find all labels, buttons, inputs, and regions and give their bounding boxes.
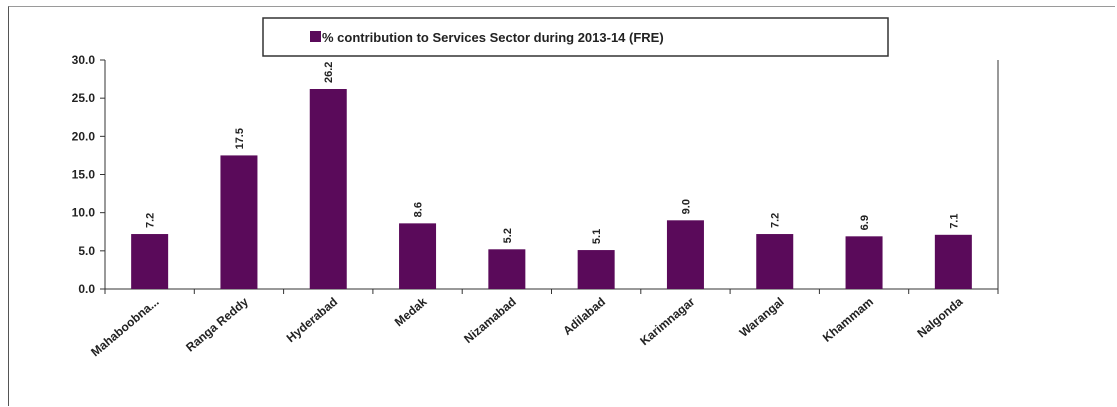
y-tick-label: 20.0 [72,129,96,143]
data-label: 7.1 [948,214,960,229]
legend: % contribution to Services Sector during… [262,17,889,57]
legend-label: % contribution to Services Sector during… [322,30,664,45]
x-category-label: Karimnagar [637,294,697,348]
bar [845,236,883,289]
x-category-label: Ranga Reddy [183,294,251,354]
x-category-label: Hyderabad [284,295,341,346]
bar [488,249,526,289]
data-labels: 7.2 17.5 26.2 8.6 5.2 5.1 9.0 7.2 6.9 7.1 [145,62,961,244]
data-label: 7.2 [145,213,157,228]
legend-box [262,17,889,57]
x-category-label: Mahaboobna... [88,295,161,360]
bar [666,220,704,289]
data-label: 5.2 [502,228,514,243]
bar [131,234,169,289]
data-label: 5.1 [591,229,603,244]
data-label: 6.9 [859,215,871,230]
x-axis-categories: Mahaboobna... Ranga Reddy Hyderabad Medak Ni… [88,294,965,359]
data-label: 7.2 [770,213,782,228]
bar [399,223,437,289]
bars [131,89,972,289]
y-tick-label: 15.0 [72,168,96,182]
data-label: 8.6 [413,202,425,217]
y-tick-label: 5.0 [78,244,95,258]
data-label: 17.5 [234,128,246,149]
chart-frame [8,6,1115,406]
bar [577,250,615,289]
legend-swatch [310,31,321,42]
bar [934,234,972,289]
x-category-label: Nalgonda [914,294,965,340]
data-label: 9.0 [680,199,692,214]
y-axis-ticks: 0.0 5.0 10.0 15.0 20.0 25.0 30.0 [72,53,105,296]
x-category-label: Medak [392,294,430,329]
x-category-label: Warangal [737,295,787,340]
y-tick-label: 25.0 [72,91,96,105]
data-label: 26.2 [323,62,335,83]
x-category-label: Khammam [820,295,876,345]
x-category-label: Nizamabad [461,295,519,346]
bar [756,234,794,289]
bar [309,89,347,289]
x-category-label: Adilabad [560,295,608,338]
y-tick-label: 30.0 [72,53,96,67]
y-tick-label: 0.0 [78,282,95,296]
bar [220,155,258,289]
y-tick-label: 10.0 [72,206,96,220]
